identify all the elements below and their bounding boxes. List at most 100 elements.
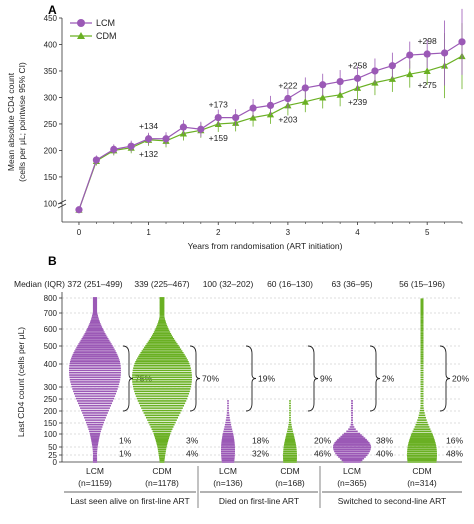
pct-under-100: 1% bbox=[119, 436, 132, 446]
y-tick-label: 150 bbox=[44, 419, 58, 428]
lcm-series-line bbox=[78, 41, 463, 210]
bracket bbox=[189, 345, 201, 412]
median-iqr-text: 63 (36–95) bbox=[331, 279, 372, 289]
y-tick-label: 400 bbox=[44, 360, 58, 369]
y-tick-label: 800 bbox=[44, 294, 58, 303]
n-label: (n=365) bbox=[337, 478, 367, 488]
y-tick-label: 450 bbox=[44, 14, 58, 23]
median-iqr-text: 100 (32–202) bbox=[203, 279, 254, 289]
lcm-point bbox=[423, 50, 431, 58]
lcm-point bbox=[179, 123, 188, 131]
x-tick-label: 0 bbox=[77, 228, 82, 237]
category-label: Switched to second-line ART bbox=[338, 496, 447, 506]
lcm-annotation: +258 bbox=[348, 60, 367, 70]
lcm-point bbox=[353, 74, 362, 82]
pct-under-100: 16% bbox=[446, 436, 463, 446]
lcm-point bbox=[249, 104, 257, 112]
lcm-point bbox=[162, 135, 170, 143]
median-iqr-label: Median (IQR) bbox=[14, 279, 65, 289]
lcm-annotation: +173 bbox=[209, 100, 228, 110]
legend-lcm-label: LCM bbox=[96, 18, 115, 28]
lcm-point bbox=[214, 113, 222, 122]
y-tick-label: 400 bbox=[44, 40, 58, 49]
bracket-pct: 70% bbox=[202, 374, 219, 384]
pct-under-50: 46% bbox=[314, 448, 331, 458]
bracket bbox=[369, 345, 381, 412]
lcm-point bbox=[284, 94, 292, 103]
median-iqr-text: 372 (251–499) bbox=[67, 279, 122, 289]
panel-a-plot: 100 150 200 250 300 350 400 450 0 1 2 3 4 5 +134 +132 +1… bbox=[44, 8, 466, 237]
y-tick-label: 600 bbox=[44, 325, 58, 334]
y-tick-label: 100 bbox=[44, 199, 58, 208]
pct-under-50: 4% bbox=[186, 448, 199, 458]
lcm-point bbox=[371, 67, 379, 75]
panel-a-label: A bbox=[48, 3, 57, 17]
panel-a-ylabel2: (cells per μL; pointwise 95% CI) bbox=[17, 62, 27, 182]
pct-under-100: 3% bbox=[186, 436, 199, 446]
arm-label: LCM bbox=[219, 466, 237, 476]
lcm-annotation: +222 bbox=[278, 81, 297, 91]
bracket bbox=[122, 345, 134, 412]
bracket bbox=[307, 345, 319, 412]
cdm-point bbox=[423, 67, 431, 74]
category-label: Died on first-line ART bbox=[219, 496, 299, 506]
panel-a-xlabel: Years from randomisation (ART initiation… bbox=[188, 241, 343, 251]
y-tick-label: 250 bbox=[44, 395, 58, 404]
cdm-point bbox=[336, 91, 344, 98]
legend-cdm-marker bbox=[77, 32, 85, 39]
lcm-point bbox=[232, 113, 240, 122]
x-tick-label: 3 bbox=[286, 228, 291, 237]
cdm-point bbox=[406, 70, 414, 78]
n-label: (n=136) bbox=[213, 478, 243, 488]
lcm-point bbox=[197, 125, 205, 133]
lcm-point bbox=[319, 81, 327, 89]
lcm-point bbox=[440, 49, 449, 57]
lcm-point bbox=[145, 135, 153, 143]
lcm-point bbox=[458, 38, 466, 46]
arm-label: CDM bbox=[412, 466, 431, 476]
y-tick-label: 25 bbox=[48, 451, 57, 460]
pct-under-50: 32% bbox=[252, 448, 269, 458]
y-tick-label: 100 bbox=[44, 430, 58, 439]
bracket-pct: 9% bbox=[320, 374, 333, 384]
lcm-point bbox=[301, 84, 309, 92]
n-label: (n=314) bbox=[407, 478, 437, 488]
y-tick-label: 300 bbox=[44, 93, 58, 102]
x-tick-label: 1 bbox=[146, 228, 151, 237]
cdm-annotation: +239 bbox=[348, 97, 367, 107]
bracket-pct: 75% bbox=[135, 374, 152, 384]
lcm-annotation: +298 bbox=[418, 36, 437, 46]
y-tick-label: 300 bbox=[44, 383, 58, 392]
y-tick-label: 50 bbox=[48, 443, 57, 452]
panel-a-ylabel: Mean absolute CD4 count bbox=[6, 72, 16, 171]
cdm-series-line bbox=[78, 55, 463, 210]
bracket bbox=[245, 345, 257, 412]
pct-under-50: 40% bbox=[376, 448, 393, 458]
bracket-pct: 20% bbox=[452, 374, 469, 384]
bracket-pct: 2% bbox=[382, 374, 395, 384]
lcm-point bbox=[266, 101, 275, 110]
y-tick-label: 700 bbox=[44, 309, 58, 318]
arm-label: CDM bbox=[280, 466, 299, 476]
x-tick-label: 4 bbox=[355, 228, 360, 237]
legend-cdm-label: CDM bbox=[96, 31, 117, 41]
panel-b-label: B bbox=[48, 254, 57, 268]
cdm-annotation: +275 bbox=[418, 80, 437, 90]
lcm-point bbox=[127, 142, 135, 150]
legend: LCM CDM bbox=[70, 18, 117, 41]
cdm-annotation: +159 bbox=[209, 133, 228, 143]
pct-under-50: 48% bbox=[446, 448, 463, 458]
y-tick-label: 0 bbox=[53, 458, 58, 467]
pct-under-100: 38% bbox=[376, 436, 393, 446]
x-tick-label: 5 bbox=[425, 228, 430, 237]
median-iqr-text: 339 (225–467) bbox=[134, 279, 189, 289]
y-tick-label: 200 bbox=[44, 146, 58, 155]
legend-lcm-marker bbox=[77, 19, 85, 27]
lcm-point bbox=[406, 51, 414, 59]
y-tick-label: 150 bbox=[44, 173, 58, 182]
bracket-pct: 19% bbox=[258, 374, 275, 384]
arm-label: LCM bbox=[343, 466, 361, 476]
median-iqr-text: 56 (15–196) bbox=[399, 279, 445, 289]
